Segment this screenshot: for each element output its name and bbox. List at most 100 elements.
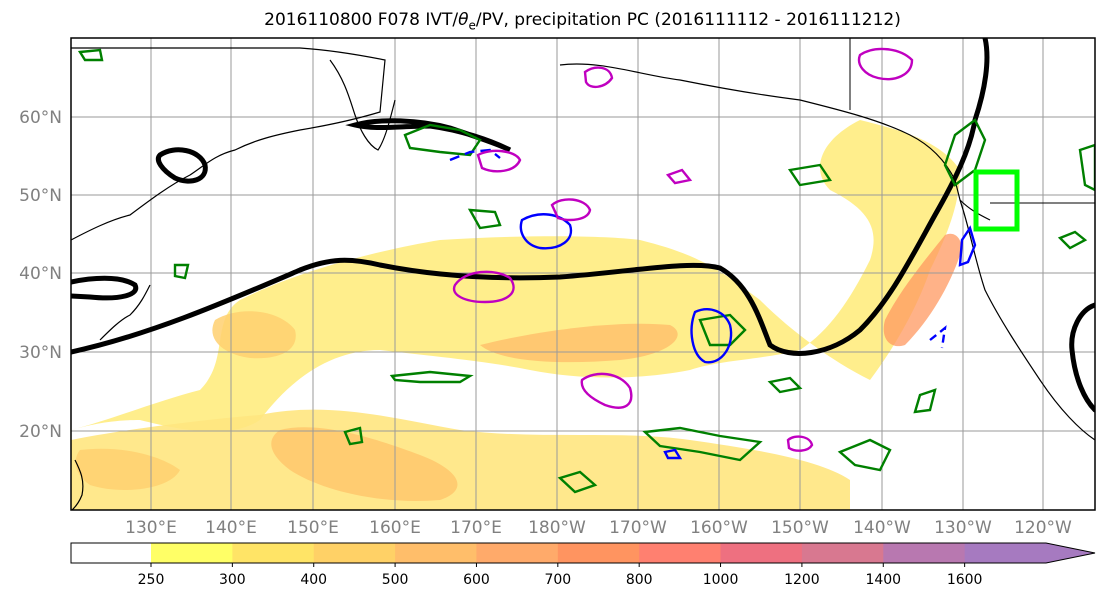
green-contour-15 <box>173 263 190 280</box>
green-contour-10 <box>1057 230 1088 250</box>
colorbar-segment-0 <box>151 543 233 563</box>
graticule <box>71 38 1095 510</box>
green-contour-12 <box>77 48 104 62</box>
colorbar: 250 300 400 500 600 700 800 1000 1200 1400 1600 <box>70 542 1096 588</box>
green-contour-16 <box>343 426 364 446</box>
ivt-band-lower <box>71 409 850 510</box>
target-region-box <box>973 169 1020 232</box>
lon-label-2: 150°E <box>287 518 339 538</box>
colorbar-segment-4 <box>476 543 559 563</box>
colorbar-label-9: 1400 <box>865 572 901 588</box>
colorbar-segment-9 <box>883 543 966 563</box>
pv-contour-1 <box>452 270 515 304</box>
positive-anomaly-contours <box>77 48 1095 494</box>
coastline-japan <box>99 284 151 341</box>
lat-label-2: 40°N <box>19 264 62 284</box>
blue-contour-5 <box>929 325 947 349</box>
lon-label-6: 170°W <box>609 518 667 538</box>
green-contour-6 <box>787 163 833 187</box>
ivt-core-south <box>271 427 458 501</box>
lon-label-1: 140°E <box>205 518 257 538</box>
colorbar-segment-8 <box>801 543 884 563</box>
green-contour-13 <box>467 208 502 230</box>
title-theta-subscript: e <box>468 18 476 33</box>
lon-label-7: 160°W <box>690 518 748 538</box>
colorbar-label-7: 1000 <box>703 572 739 588</box>
lat-label-0: 60°N <box>19 108 62 128</box>
lon-label-0: 130°E <box>125 518 177 538</box>
colorbar-label-3: 500 <box>382 572 409 588</box>
pv-contour-5 <box>583 66 614 89</box>
ivt-core-left <box>212 311 296 359</box>
ivt-contours <box>71 38 1095 413</box>
coastline-philippines <box>71 459 84 510</box>
colorbar-label-10: 1600 <box>947 572 983 588</box>
colorbar-segment-1 <box>232 543 315 563</box>
blue-contour-1 <box>519 213 573 250</box>
map-frame <box>70 37 1096 511</box>
green-contour-14 <box>913 388 937 414</box>
pv-contours <box>452 47 914 452</box>
blue-contour-2 <box>690 308 733 364</box>
colorbar-blank-segment <box>71 543 151 563</box>
green-contour-2 <box>389 370 474 384</box>
map-panel <box>70 37 1096 511</box>
colorbar-segment-3 <box>395 543 477 563</box>
colorbar-segment-2 <box>313 543 396 563</box>
pv-contour-4 <box>857 47 914 81</box>
lat-label-3: 30°N <box>19 343 62 363</box>
colorbar-label-5: 700 <box>544 572 571 588</box>
green-contour-11 <box>1078 143 1095 192</box>
green-contour-8 <box>557 470 598 494</box>
colorbar-segments <box>151 543 1095 563</box>
coastline-north-america <box>959 199 1095 441</box>
ivt-core-southwest <box>75 448 180 490</box>
ivt-contour-west <box>71 275 139 301</box>
lon-label-8: 150°W <box>771 518 829 538</box>
pv-contour-2 <box>580 372 633 409</box>
lon-label-5: 180°W <box>528 518 586 538</box>
green-contour-5 <box>943 118 987 187</box>
title-prefix: 2016110800 F078 IVT/ <box>264 10 459 30</box>
ivt-core-center <box>480 323 678 363</box>
coastlines <box>71 38 1095 510</box>
pv-contour-7 <box>786 435 814 452</box>
blue-contour-3 <box>449 148 501 162</box>
negative-anomaly-contours <box>449 148 977 460</box>
colorbar-label-4: 600 <box>463 572 490 588</box>
lon-label-9: 140°W <box>853 518 911 538</box>
green-contour-1 <box>403 123 482 157</box>
ivt-contour-loop <box>155 147 208 184</box>
ivt-contour-east <box>1069 302 1095 413</box>
ivt-core-ar <box>883 233 962 347</box>
colorbar-outline <box>70 542 1096 564</box>
colorbar-label-6: 800 <box>626 572 653 588</box>
latitude-labels: 60°N 50°N 40°N 30°N 20°N <box>19 108 62 442</box>
blue-contour-4 <box>958 225 977 267</box>
figure-title: 2016110800 F078 IVT/θe/PV, precipitation… <box>0 10 1105 32</box>
colorbar-label-2: 400 <box>300 572 327 588</box>
colorbar-label-1: 300 <box>219 572 246 588</box>
title-theta: θ <box>458 10 469 30</box>
coastline-asia <box>71 47 386 241</box>
lat-label-4: 20°N <box>19 422 62 442</box>
pv-contour-8 <box>665 168 693 185</box>
coastline-alaska <box>559 63 991 221</box>
green-contour-3 <box>642 426 763 462</box>
colorbar-segment-10 <box>964 543 1095 563</box>
ivt-contour-main <box>71 38 990 356</box>
green-contour-4 <box>837 438 892 472</box>
lon-label-4: 170°E <box>450 518 502 538</box>
ivt-contour-okhotsk <box>345 118 512 153</box>
longitude-labels: 130°E 140°E 150°E 160°E 170°E 180°W 170°W 160°W… <box>125 518 1072 538</box>
colorbar-segment-6 <box>639 543 722 563</box>
lon-label-11: 120°W <box>1014 518 1072 538</box>
pv-contour-6 <box>476 149 522 173</box>
colorbar-label-0: 250 <box>138 572 165 588</box>
lon-label-3: 160°E <box>369 518 421 538</box>
colorbar-label-8: 1200 <box>784 572 820 588</box>
colorbar-segment-5 <box>557 543 640 563</box>
colorbar-ticks: 250 300 400 500 600 700 800 1000 1200 1400 1600 <box>138 563 983 588</box>
title-suffix: /PV, precipitation PC (2016111112 - 2016… <box>475 10 901 30</box>
